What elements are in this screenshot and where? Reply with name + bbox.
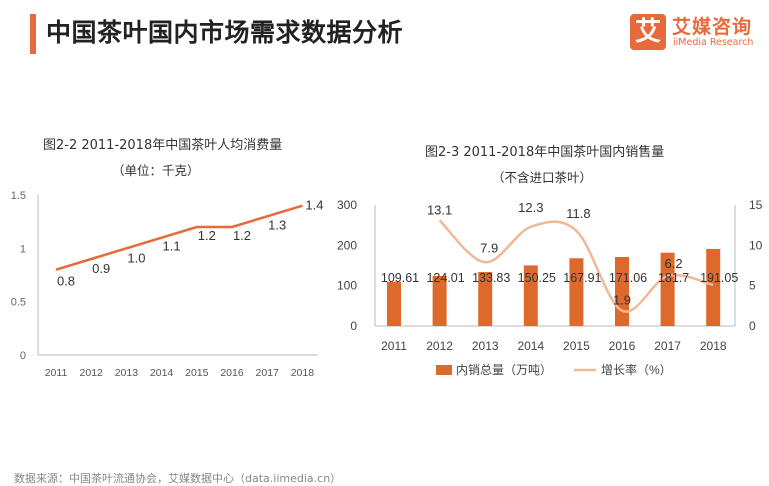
chart2-growth-label: 7.9 [480,240,498,255]
chart2-growth-label: 13.1 [427,202,452,217]
chart2-x-tick-label: 2015 [563,339,590,353]
chart2-bar-label: 171.06 [609,271,647,285]
chart2-x-tick-label: 2012 [426,339,453,353]
chart2-left-tick-label: 100 [337,279,357,293]
chart2-growth-label: 1.9 [613,293,631,308]
chart2-x-tick-label: 2017 [654,339,681,353]
chart2-right-tick-label: 15 [749,198,763,212]
chart2-bar-label: 124.01 [426,271,464,285]
chart2-bar-label: 150.25 [518,271,556,285]
chart2-legend-bar-label: 内销总量（万吨） [456,363,552,377]
chart2-x-tick-label: 2013 [472,339,499,353]
chart2-right-tick-label: 0 [749,319,756,333]
chart2-x-tick-label: 2014 [517,339,544,353]
source-note: 数据来源：中国茶叶流通协会，艾媒数据中心（data.iimedia.cn） [14,470,341,486]
chart2-right-tick-label: 5 [749,279,756,293]
chart2-growth-label: 11.8 [566,206,590,221]
chart2-left-tick-label: 300 [337,198,357,212]
chart2-bar-label: 181.7 [658,271,689,285]
chart2-right-tick-label: 10 [749,238,763,252]
chart2-bar-label: 109.61 [381,271,419,285]
chart2-bar [569,258,583,326]
chart2-x-tick-label: 2011 [381,339,407,353]
chart2-bar-label: 191.05 [700,271,738,285]
chart2-left-tick-label: 200 [337,238,357,252]
chart2-bar [387,282,401,326]
chart2-legend-bar-swatch [436,365,452,375]
chart2-left-tick-label: 0 [350,319,357,333]
chart2-bar [615,257,629,326]
chart2-growth-label: 12.3 [518,200,543,215]
chart2-bar [706,249,720,326]
chart2-bar-label: 133.83 [472,271,510,285]
chart2-legend-line-label: 增长率（%） [601,362,672,377]
chart2-growth-label: 6.2 [665,256,683,271]
chart2-x-tick-label: 2016 [609,339,636,353]
chart2-bar-label: 167.91 [563,271,601,285]
chart2-x-tick-label: 2018 [700,339,727,353]
